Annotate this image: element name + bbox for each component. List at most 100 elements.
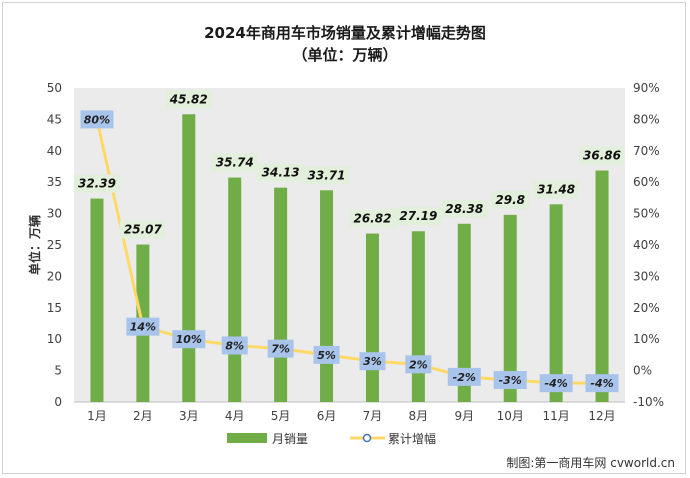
growth-value-label: -2%	[453, 371, 476, 384]
y-left-tick-label: 0	[54, 395, 62, 409]
growth-value-label-box	[221, 336, 248, 355]
y-right-tick-label: 90%	[633, 81, 660, 95]
bar-value-label: 33.71	[308, 168, 346, 182]
growth-value-label: 80%	[84, 113, 110, 126]
bar	[457, 223, 471, 402]
x-tick-label: 6月	[317, 409, 337, 423]
growth-value-label-box	[447, 367, 481, 386]
source-credit: 制图:第一商用车网 cvworld.cn	[506, 455, 675, 470]
growth-value-label: 10%	[176, 333, 202, 346]
growth-value-label-box	[585, 374, 619, 393]
growth-value-label-box	[80, 110, 114, 129]
x-tick-label: 12月	[588, 409, 615, 423]
x-tick-label: 4月	[225, 409, 245, 423]
y-left-tick-label: 35	[47, 175, 62, 189]
x-tick-label: 3月	[179, 409, 199, 423]
y-left-tick-label: 20	[47, 269, 62, 283]
bar-value-label-box	[533, 180, 580, 199]
y-right-tick-label: 10%	[633, 332, 660, 346]
growth-value-label: 2%	[409, 358, 428, 371]
bar-value-label: 25.07	[124, 223, 163, 237]
y-right-tick-label: 30%	[633, 269, 660, 283]
bar-value-label-box	[165, 90, 212, 109]
growth-value-label: -4%	[545, 377, 568, 390]
y-left-tick-label: 10	[47, 332, 62, 346]
chart-subtitle: （单位：万辆）	[292, 46, 397, 64]
bar	[274, 187, 288, 402]
chart-title: 2024年商用车市场销量及累计增幅走势图	[204, 24, 486, 42]
bar-value-label-box	[303, 166, 350, 185]
bar-value-label-box	[119, 220, 166, 239]
plot-area	[74, 88, 625, 402]
legend-line-marker	[362, 433, 372, 443]
bar-value-label: 45.82	[169, 92, 208, 106]
growth-value-label-box	[359, 352, 386, 371]
y-left-tick-label: 40	[47, 144, 62, 158]
growth-value-label: 8%	[225, 339, 244, 352]
x-tick-label: 10月	[497, 409, 524, 423]
growth-value-label-box	[267, 339, 294, 358]
growth-value-label: 7%	[271, 343, 290, 356]
growth-value-label-box	[539, 374, 573, 393]
bar-value-label-box	[491, 190, 530, 209]
bar-value-label: 27.19	[399, 209, 437, 223]
growth-value-label-box	[405, 355, 432, 374]
x-tick-label: 9月	[454, 409, 474, 423]
bar-value-label: 26.82	[353, 212, 391, 226]
bar	[90, 198, 104, 402]
y-right-tick-label: 50%	[633, 207, 660, 221]
growth-value-label-box	[126, 317, 160, 336]
y-left-tick-label: 25	[47, 238, 62, 252]
y-left-tick-label: 5	[54, 364, 62, 378]
x-tick-label: 7月	[363, 409, 383, 423]
legend-bar-label: 月销量	[272, 432, 308, 446]
bar	[228, 177, 242, 402]
growth-value-label-box	[493, 371, 527, 390]
bar	[182, 114, 196, 402]
bar-value-label: 31.48	[537, 182, 575, 196]
x-tick-label: 8月	[409, 409, 429, 423]
bar-value-label-box	[395, 207, 442, 226]
growth-value-label: 14%	[130, 321, 156, 334]
bar-value-label: 29.8	[495, 193, 525, 207]
bar	[411, 231, 425, 402]
growth-value-label-box	[172, 330, 206, 349]
y-left-tick-label: 30	[47, 207, 62, 221]
bar-value-label-box	[257, 163, 304, 182]
bar-value-label-box	[579, 146, 626, 165]
y-left-tick-label: 50	[47, 81, 62, 95]
growth-value-label: 5%	[317, 349, 336, 362]
y-right-tick-label: -10%	[633, 395, 664, 409]
bar-value-label: 34.13	[262, 166, 300, 180]
bar	[503, 214, 517, 402]
y-left-tick-label: 15	[47, 301, 62, 315]
bar	[365, 233, 379, 402]
y-right-tick-label: 0%	[633, 364, 652, 378]
bar	[320, 190, 334, 402]
legend: 月销量 累计增幅	[227, 431, 436, 446]
bar-value-label-box	[441, 199, 488, 218]
bar-value-label: 28.38	[445, 202, 483, 216]
y-right-tick-label: 40%	[633, 238, 660, 252]
y-left-tick-label: 45	[47, 112, 62, 126]
growth-value-label: -3%	[499, 374, 522, 387]
y-right-tick-label: 60%	[633, 175, 660, 189]
y-right-tick-label: 20%	[633, 301, 660, 315]
y-axis-label: 单位：万辆	[27, 215, 42, 275]
bar-value-label: 35.74	[216, 156, 254, 170]
bar-value-label: 36.86	[583, 149, 621, 163]
x-tick-label: 1月	[87, 409, 107, 423]
legend-line-label: 累计增幅	[388, 431, 436, 446]
growth-value-label: 3%	[363, 355, 382, 368]
growth-value-label: -4%	[590, 377, 613, 390]
legend-bar-swatch	[227, 433, 267, 443]
y-right-tick-label: 80%	[633, 112, 660, 126]
bar-value-label: 32.39	[78, 177, 116, 191]
x-tick-label: 5月	[271, 409, 291, 423]
bar	[595, 170, 609, 402]
bar-value-label-box	[349, 209, 396, 228]
y-right-tick-label: 70%	[633, 144, 660, 158]
x-tick-label: 11月	[542, 409, 569, 423]
x-tick-label: 2月	[133, 409, 153, 423]
